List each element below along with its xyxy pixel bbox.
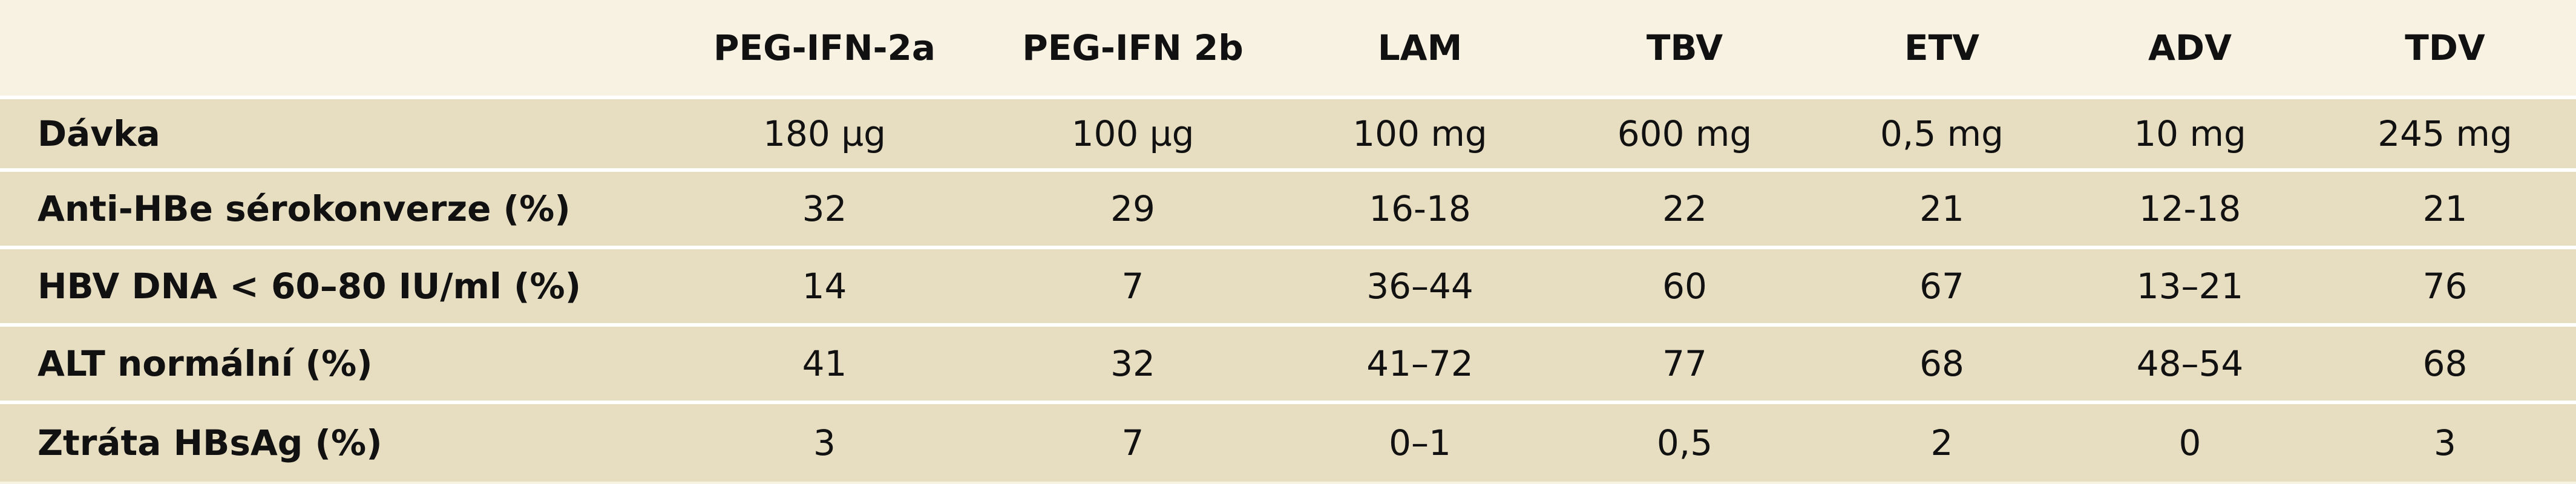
column-header-tbv: TBV: [1646, 27, 1723, 68]
column-header-peg-ifn-2a: PEG-IFN-2a: [713, 27, 936, 68]
table-row-hbv-dna: HBV DNA < 60–80 IU/ml (%) 14 7 36–44 60 …: [0, 246, 2576, 325]
row-label: Ztráta HBsAg (%): [0, 401, 672, 482]
table-cell: 100 µg: [977, 96, 1288, 170]
table-cell: 0,5 mg: [1818, 96, 2066, 170]
table-cell: 36–44: [1288, 246, 1552, 325]
table-cell: 68: [2314, 323, 2576, 402]
table-cell: 76: [2314, 246, 2576, 325]
table-cell: 41: [672, 323, 977, 402]
table-cell: 3: [672, 401, 977, 482]
column-header-etv: ETV: [1904, 27, 1980, 68]
table-cell: 60: [1552, 246, 1818, 325]
table-cell: 2: [1818, 401, 2066, 482]
table-cell: 13–21: [2066, 246, 2314, 325]
table-cell: 41–72: [1288, 323, 1552, 402]
table-cell: 32: [977, 323, 1288, 402]
row-label: HBV DNA < 60–80 IU/ml (%): [0, 246, 672, 325]
column-header-tdv: TDV: [2405, 27, 2485, 68]
table-cell: 0,5: [1552, 401, 1818, 482]
table-row-anti-hbe: Anti-HBe sérokonverze (%) 32 29 16-18 22…: [0, 168, 2576, 247]
table-cell: 16-18: [1288, 168, 1552, 247]
table-cell: 68: [1818, 323, 2066, 402]
table-cell: 77: [1552, 323, 1818, 402]
table-cell: 67: [1818, 246, 2066, 325]
table-row-alt: ALT normální (%) 41 32 41–72 77 68 48–54…: [0, 323, 2576, 402]
column-header-lam: LAM: [1377, 27, 1463, 68]
row-label: ALT normální (%): [0, 323, 672, 402]
table-header-row: PEG-IFN-2a PEG-IFN 2b LAM TBV ETV ADV TD…: [0, 0, 2576, 97]
table-cell: 10 mg: [2066, 96, 2314, 170]
table-cell: 180 µg: [672, 96, 977, 170]
table-row-davka: Dávka 180 µg 100 µg 100 mg 600 mg 0,5 mg…: [0, 96, 2576, 170]
table-cell: 32: [672, 168, 977, 247]
row-label: Anti-HBe sérokonverze (%): [0, 168, 672, 247]
table-cell: 7: [977, 246, 1288, 325]
table-cell: 0: [2066, 401, 2314, 482]
table-cell: 7: [977, 401, 1288, 482]
table-cell: 0–1: [1288, 401, 1552, 482]
table-cell: 21: [1818, 168, 2066, 247]
table-cell: 245 mg: [2314, 96, 2576, 170]
table-cell: 600 mg: [1552, 96, 1818, 170]
table-cell: 14: [672, 246, 977, 325]
header-corner-cell: [0, 0, 672, 97]
table-cell: 29: [977, 168, 1288, 247]
table-cell: 3: [2314, 401, 2576, 482]
table-cell: 21: [2314, 168, 2576, 247]
column-header-peg-ifn-2b: PEG-IFN 2b: [1022, 27, 1244, 68]
table-cell: 48–54: [2066, 323, 2314, 402]
table-cell: 100 mg: [1288, 96, 1552, 170]
row-label: Dávka: [0, 96, 672, 170]
table-row-hbsag: Ztráta HBsAg (%) 3 7 0–1 0,5 2 0 3: [0, 401, 2576, 482]
table-cell: 12-18: [2066, 168, 2314, 247]
table-cell: 22: [1552, 168, 1818, 247]
column-header-adv: ADV: [2148, 27, 2232, 68]
